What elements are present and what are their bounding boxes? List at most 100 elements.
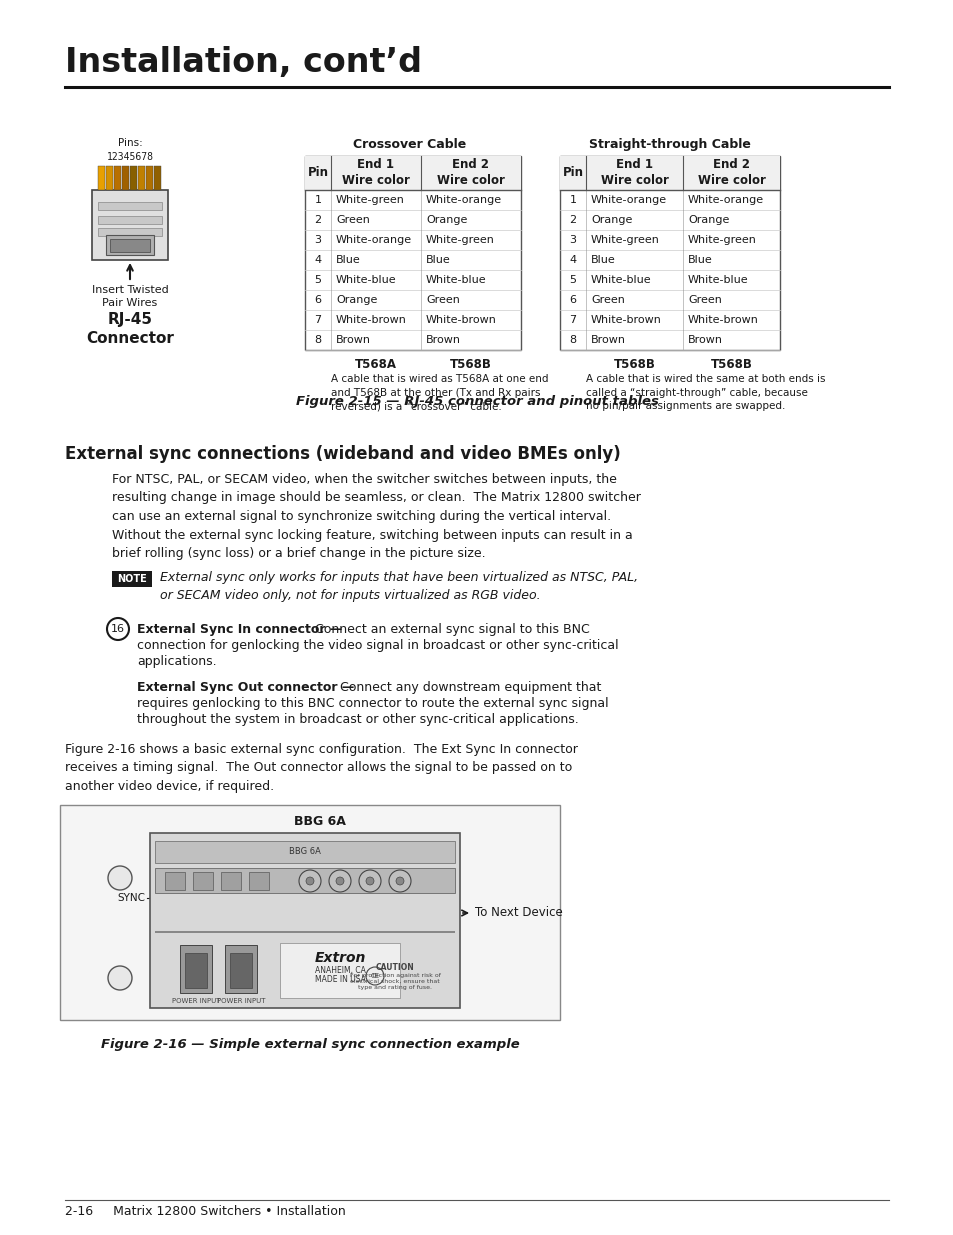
Text: applications.: applications.	[137, 655, 216, 668]
Bar	[280, 944, 399, 998]
Text: Brown: Brown	[687, 335, 722, 345]
Text: White-green: White-green	[426, 235, 495, 245]
Text: Pin: Pin	[307, 167, 328, 179]
Text: CAUTION: CAUTION	[375, 963, 414, 972]
Circle shape	[395, 877, 403, 885]
Text: End 2
Wire color: End 2 Wire color	[697, 158, 764, 188]
Bar	[559, 156, 780, 190]
Circle shape	[389, 869, 411, 892]
Text: ANAHEIM, CA: ANAHEIM, CA	[314, 967, 365, 976]
Text: For protection against risk of
electrical shock, ensure that
type and rating of : For protection against risk of electrica…	[349, 973, 440, 990]
Text: Extron: Extron	[314, 951, 365, 965]
Circle shape	[108, 966, 132, 990]
Text: White-brown: White-brown	[687, 315, 758, 325]
Text: Insert Twisted
Pair Wires: Insert Twisted Pair Wires	[91, 285, 168, 309]
Text: 1: 1	[569, 195, 576, 205]
Bar	[165, 872, 185, 890]
Bar	[131, 165, 137, 190]
Bar	[98, 165, 106, 190]
Bar	[154, 841, 455, 863]
Text: Brown: Brown	[426, 335, 460, 345]
Bar	[185, 953, 207, 988]
Text: White-brown: White-brown	[590, 315, 661, 325]
Text: White-blue: White-blue	[335, 275, 396, 285]
Text: For NTSC, PAL, or SECAM video, when the switcher switches between inputs, the
re: For NTSC, PAL, or SECAM video, when the …	[112, 473, 640, 559]
Text: To Next Device: To Next Device	[475, 906, 562, 920]
Text: 2: 2	[314, 215, 321, 225]
Text: Green: Green	[426, 295, 459, 305]
Text: T568B: T568B	[613, 358, 655, 370]
Text: Pin: Pin	[562, 167, 583, 179]
Bar	[305, 156, 520, 190]
Text: POWER INPUT: POWER INPUT	[172, 998, 220, 1004]
Circle shape	[358, 869, 380, 892]
Bar	[98, 216, 162, 224]
Text: 4: 4	[314, 254, 321, 266]
Text: 16: 16	[111, 624, 125, 634]
Text: Crossover Cable: Crossover Cable	[353, 138, 466, 151]
Bar	[98, 203, 162, 210]
Text: White-green: White-green	[335, 195, 404, 205]
Text: MADE IN USA: MADE IN USA	[314, 976, 365, 984]
Text: POWER INPUT: POWER INPUT	[216, 998, 265, 1004]
Text: 3: 3	[314, 235, 321, 245]
Text: NOTE: NOTE	[117, 574, 147, 584]
Text: End 1
Wire color: End 1 Wire color	[600, 158, 668, 188]
Circle shape	[306, 877, 314, 885]
Text: White-blue: White-blue	[590, 275, 651, 285]
Text: Orange: Orange	[590, 215, 632, 225]
Text: White-blue: White-blue	[687, 275, 748, 285]
Text: 2: 2	[569, 215, 576, 225]
Bar	[559, 156, 780, 350]
Text: White-green: White-green	[687, 235, 756, 245]
Bar	[110, 240, 150, 252]
Text: Green: Green	[335, 215, 370, 225]
Text: External sync connections (wideband and video BMEs only): External sync connections (wideband and …	[65, 445, 620, 463]
Bar	[221, 872, 241, 890]
Text: 7: 7	[569, 315, 576, 325]
Bar	[154, 931, 455, 932]
Text: CE: CE	[370, 973, 379, 979]
Circle shape	[108, 866, 132, 890]
Bar	[193, 872, 213, 890]
Bar	[98, 228, 162, 236]
Text: 8: 8	[314, 335, 321, 345]
Text: Pins:: Pins:	[117, 138, 142, 148]
Text: T568B: T568B	[710, 358, 752, 370]
Circle shape	[366, 877, 374, 885]
Text: White-brown: White-brown	[335, 315, 406, 325]
Text: Figure 2-16 shows a basic external sync configuration.  The Ext Sync In connecto: Figure 2-16 shows a basic external sync …	[65, 743, 578, 793]
Bar	[150, 832, 459, 1008]
Bar	[230, 953, 252, 988]
Text: RJ-45
Connector: RJ-45 Connector	[86, 312, 173, 346]
Text: White-brown: White-brown	[426, 315, 497, 325]
Text: 6: 6	[314, 295, 321, 305]
Text: Green: Green	[687, 295, 721, 305]
Text: White-orange: White-orange	[335, 235, 412, 245]
Text: 5: 5	[569, 275, 576, 285]
Bar	[225, 945, 256, 993]
Bar	[112, 571, 152, 587]
Text: BBG 6A: BBG 6A	[294, 815, 346, 827]
Text: T568B: T568B	[450, 358, 492, 370]
Bar	[122, 165, 130, 190]
Bar	[60, 805, 559, 1020]
Text: Connect an external sync signal to this BNC: Connect an external sync signal to this …	[314, 622, 589, 636]
Text: Blue: Blue	[590, 254, 615, 266]
Bar	[138, 165, 146, 190]
Text: 7: 7	[314, 315, 321, 325]
Bar	[154, 165, 161, 190]
Text: End 2
Wire color: End 2 Wire color	[436, 158, 504, 188]
Text: connection for genlocking the video signal in broadcast or other sync-critical: connection for genlocking the video sign…	[137, 638, 618, 652]
Text: External Sync In connector —: External Sync In connector —	[137, 622, 342, 636]
Text: A cable that is wired the same at both ends is
called a “straight-through” cable: A cable that is wired the same at both e…	[585, 374, 824, 411]
Text: Brown: Brown	[335, 335, 371, 345]
Text: External sync only works for inputs that have been virtualized as NTSC, PAL,
or : External sync only works for inputs that…	[160, 571, 638, 601]
Circle shape	[329, 869, 351, 892]
Text: 12345678: 12345678	[107, 152, 153, 162]
Bar	[154, 868, 455, 893]
Text: White-orange: White-orange	[590, 195, 666, 205]
Bar	[114, 165, 121, 190]
Text: 2-16     Matrix 12800 Switchers • Installation: 2-16 Matrix 12800 Switchers • Installati…	[65, 1205, 345, 1218]
Text: Orange: Orange	[335, 295, 377, 305]
